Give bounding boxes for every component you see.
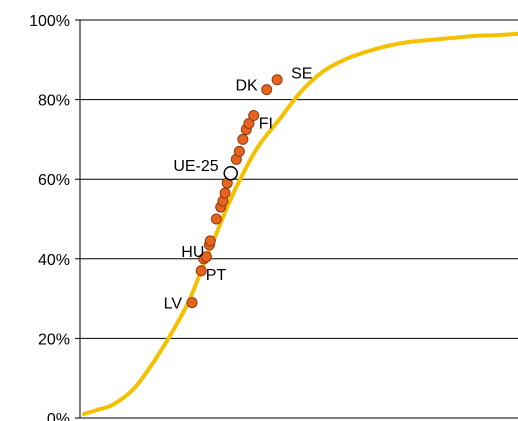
data-point: [195, 265, 207, 277]
point-label-se: SE: [291, 66, 312, 83]
data-point: [248, 110, 260, 122]
data-point: [204, 235, 216, 247]
y-axis-ticks: 0% 20% 40% 60% 80% 100%: [29, 13, 80, 421]
ytick-label: 60%: [38, 172, 70, 189]
data-point: [271, 74, 283, 86]
data-point: [237, 133, 249, 145]
data-point: [243, 117, 255, 129]
data-points: [186, 74, 283, 309]
point-label-hu: HU: [181, 244, 204, 261]
data-point: [200, 251, 212, 263]
data-point: [261, 84, 273, 96]
data-point: [233, 145, 245, 157]
distribution-curve: [82, 31, 518, 417]
grid-lines: [80, 19, 518, 419]
point-eu-average: [223, 165, 238, 181]
ytick-label: 20%: [38, 331, 70, 348]
ytick-label: 40%: [38, 252, 70, 269]
point-label-dk: DK: [235, 78, 258, 95]
point-label-pt: PT: [206, 267, 227, 284]
ytick-label: 80%: [38, 93, 70, 110]
data-point: [186, 297, 198, 309]
data-point: [210, 213, 222, 225]
ytick-label: 0%: [47, 411, 70, 421]
data-point: [219, 187, 231, 199]
point-label-ue-25: UE-25: [173, 158, 218, 175]
ytick-label: 100%: [29, 13, 70, 30]
point-label-fi: FI: [259, 116, 273, 133]
point-label-lv: LV: [164, 296, 183, 313]
